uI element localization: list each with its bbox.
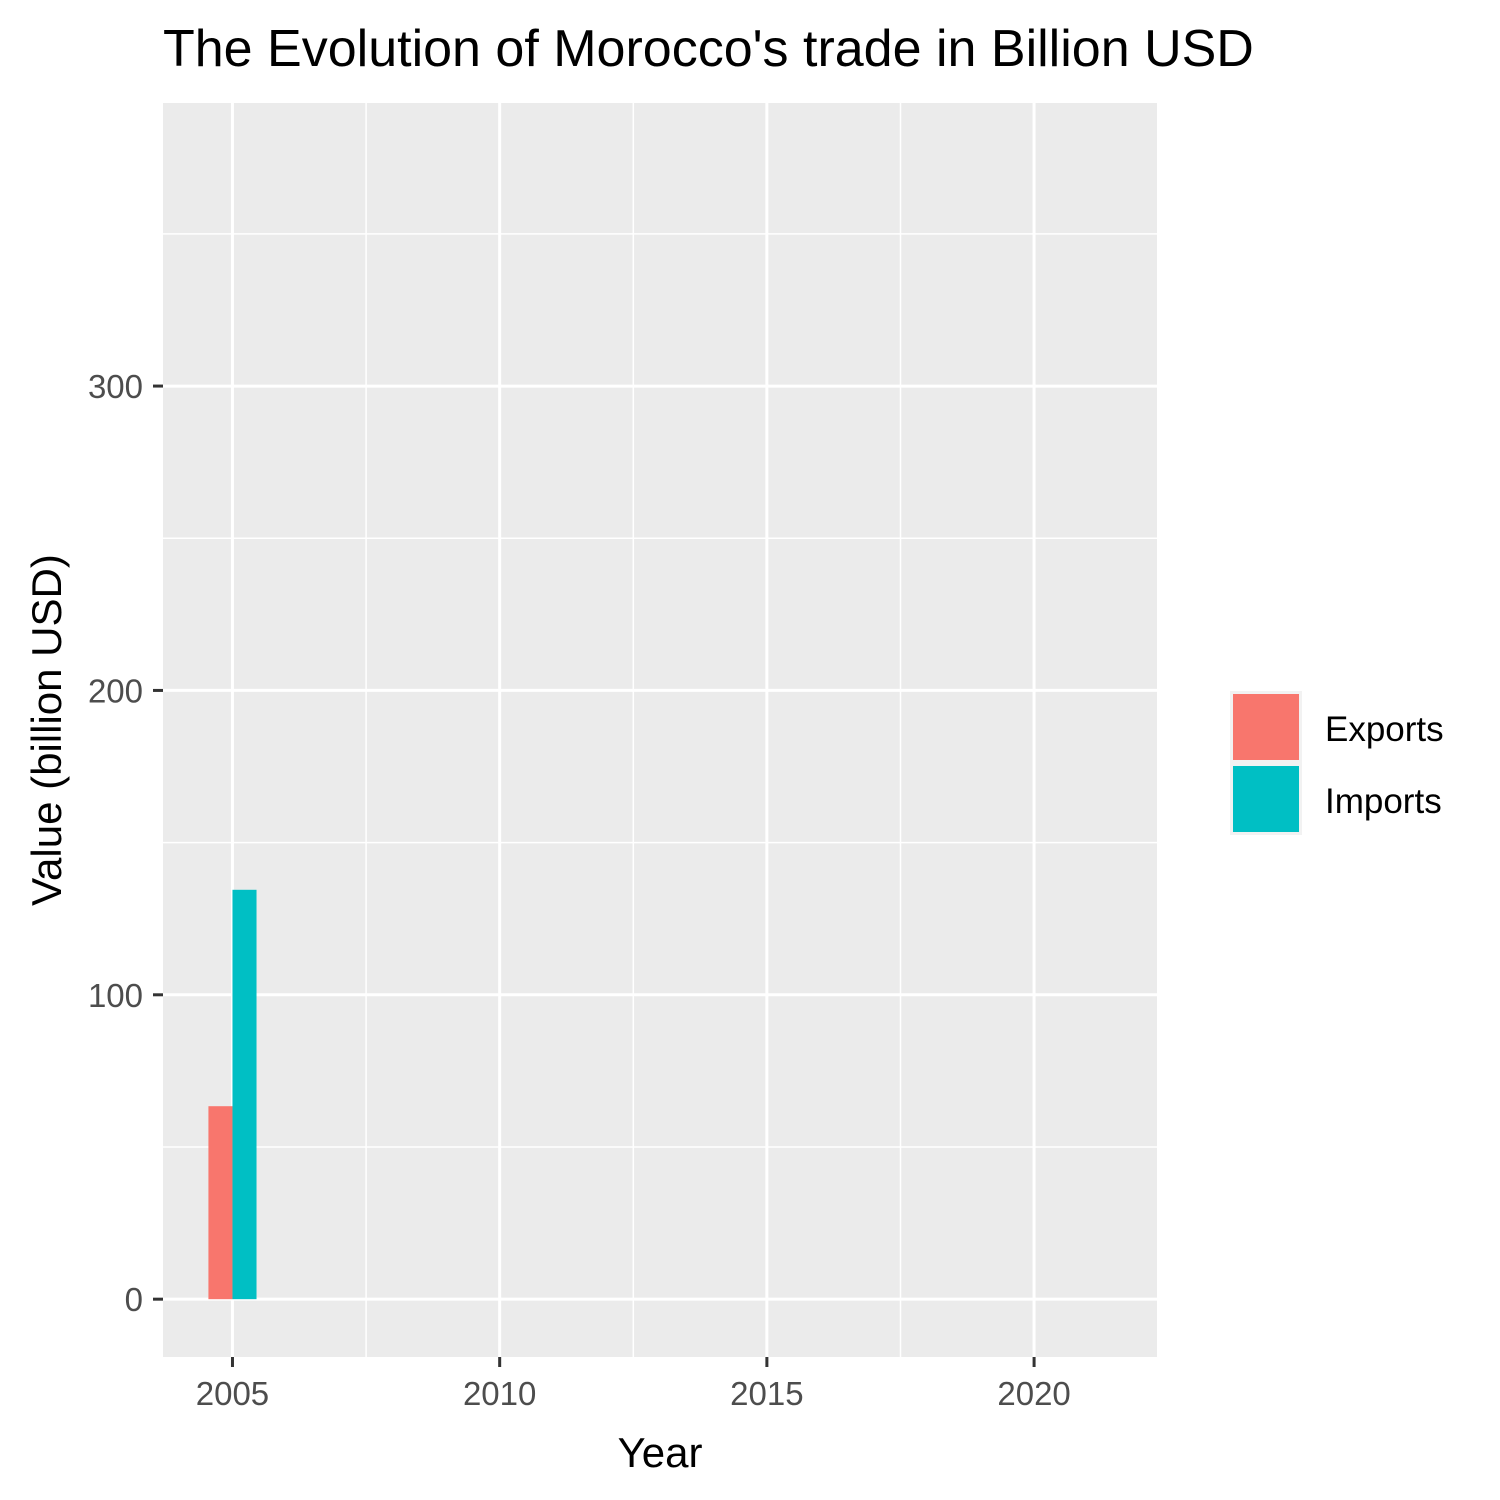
y-tick-label: 0: [125, 1281, 143, 1318]
legend: Exports Imports: [1230, 691, 1444, 835]
y-axis: 0 100 200 300: [88, 368, 163, 1318]
minor-gridlines: [163, 103, 1157, 1357]
x-tick-label: 2010: [463, 1375, 536, 1412]
x-tick-label: 2005: [196, 1375, 269, 1412]
bar-imports: [232, 889, 257, 1300]
legend-key-exports: [1233, 694, 1299, 760]
legend-key-imports: [1233, 766, 1299, 832]
x-axis-title: Year: [618, 1429, 703, 1476]
y-axis-title: Value (billion USD): [23, 554, 70, 906]
x-axis: 2005 2010 2015 2020: [196, 1357, 1071, 1412]
legend-label-imports: Imports: [1325, 782, 1442, 821]
plot-panel: [163, 103, 1157, 1357]
y-tick-label: 200: [88, 672, 143, 709]
legend-label-exports: Exports: [1325, 710, 1444, 749]
x-tick-label: 2015: [730, 1375, 803, 1412]
major-gridlines: [163, 103, 1157, 1357]
bars: [208, 889, 257, 1300]
bar-exports: [208, 1106, 233, 1300]
y-tick-label: 300: [88, 368, 143, 405]
x-tick-label: 2020: [997, 1375, 1070, 1412]
y-tick-label: 100: [88, 977, 143, 1014]
chart-title: The Evolution of Morocco's trade in Bill…: [163, 20, 1254, 78]
